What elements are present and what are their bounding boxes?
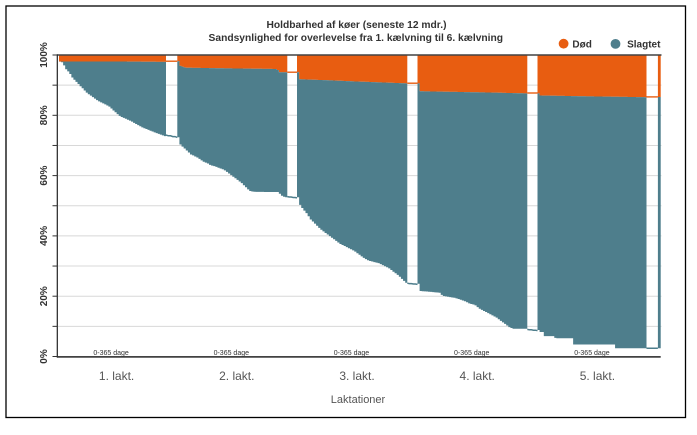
svg-text:Slagtet: Slagtet — [627, 40, 661, 51]
svg-text:Laktationer: Laktationer — [331, 394, 386, 406]
svg-text:0-365 dage: 0-365 dage — [334, 350, 370, 357]
svg-text:40%: 40% — [39, 226, 50, 246]
svg-text:60%: 60% — [39, 165, 50, 185]
svg-text:20%: 20% — [39, 286, 50, 306]
svg-text:3. lakt.: 3. lakt. — [339, 369, 374, 383]
svg-text:0%: 0% — [39, 349, 50, 364]
svg-text:Død: Død — [572, 40, 591, 51]
svg-text:0-365 dage: 0-365 dage — [574, 350, 610, 357]
svg-text:80%: 80% — [39, 105, 50, 125]
svg-text:Sandsynlighed for overlevelse: Sandsynlighed for overlevelse fra 1. kæl… — [209, 33, 504, 44]
svg-text:0-365 dage: 0-365 dage — [93, 350, 129, 357]
svg-text:4. lakt.: 4. lakt. — [460, 369, 495, 383]
svg-text:0-365 dage: 0-365 dage — [454, 350, 490, 357]
svg-text:1. lakt.: 1. lakt. — [99, 369, 134, 383]
svg-text:2. lakt.: 2. lakt. — [219, 369, 254, 383]
svg-text:Holdbarhed af køer (seneste 12: Holdbarhed af køer (seneste 12 mdr.) — [266, 20, 446, 31]
svg-text:5. lakt.: 5. lakt. — [580, 369, 615, 383]
svg-text:100%: 100% — [39, 42, 50, 68]
svg-text:0-365 dage: 0-365 dage — [214, 350, 250, 357]
